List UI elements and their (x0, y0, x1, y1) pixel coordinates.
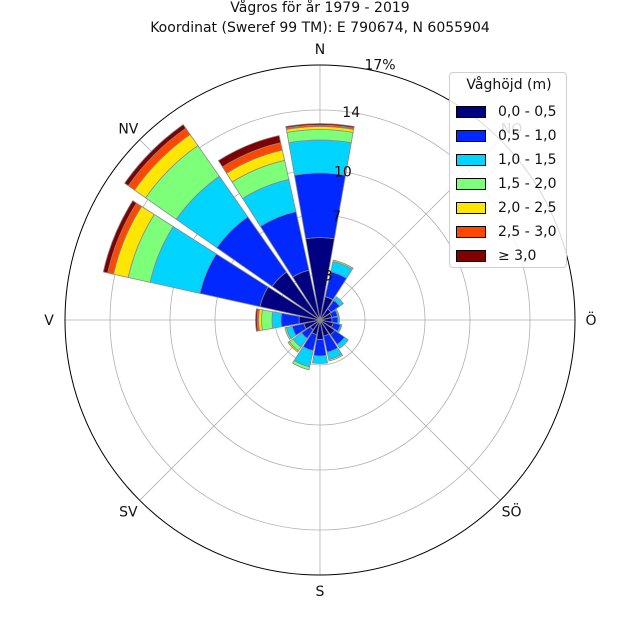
legend: Våghöjd (m) 0,0 - 0,5 0,5 - 1,0 1,0 - 1,… (449, 72, 567, 268)
bar-segment (284, 326, 292, 340)
legend-swatch (456, 226, 486, 238)
legend-item: 2,5 - 3,0 (456, 223, 556, 241)
direction-label: S (316, 584, 325, 600)
bar-segment (261, 309, 274, 331)
legend-item: 2,0 - 2,5 (456, 199, 556, 217)
direction-label: V (44, 313, 54, 329)
radial-tick-label: 10 (334, 164, 352, 180)
bar-segment (336, 336, 349, 349)
legend-label: 0,0 - 0,5 (498, 104, 557, 120)
direction-label: N (315, 42, 325, 58)
legend-item: 0,5 - 1,0 (456, 127, 556, 145)
direction-label: SV (119, 505, 138, 521)
bar-segment (332, 259, 354, 270)
bar-segment (337, 324, 343, 333)
bar-segment (333, 296, 344, 307)
legend-swatch (456, 130, 486, 142)
bar-segment (124, 124, 187, 187)
bar-segment (331, 316, 339, 324)
legend-title: Våghöjd (m) (466, 77, 552, 93)
chart-title: Vågros för år 1979 - 2019 (230, 0, 410, 16)
legend-label: ≥ 3,0 (498, 248, 537, 264)
radial-tick-label: 14 (342, 105, 360, 121)
grid-spoke (319, 319, 501, 501)
legend-item: 0,0 - 0,5 (456, 103, 556, 121)
legend-label: 0,5 - 1,0 (498, 128, 557, 144)
legend-swatch (456, 178, 486, 190)
legend-label: 1,0 - 1,5 (498, 152, 557, 168)
radial-tick-label: 7 (332, 209, 341, 225)
direction-label: SÖ (502, 503, 522, 521)
bar-segment (328, 353, 344, 362)
legend-label: 2,5 - 3,0 (498, 224, 557, 240)
bar-segment (285, 123, 355, 129)
chart-subtitle: Koordinat (Sweref 99 TM): E 790674, N 60… (150, 20, 490, 36)
bar-segment (255, 308, 259, 332)
bar-segment (294, 172, 346, 240)
direction-label: NV (118, 121, 138, 137)
bar-segment (334, 308, 340, 317)
legend-swatch (456, 250, 486, 262)
outer-ring (64, 64, 576, 576)
legend-label: 2,0 - 2,5 (498, 200, 557, 216)
bar-segment (102, 200, 138, 274)
legend-swatch (456, 202, 486, 214)
windrose-bars (102, 123, 355, 371)
legend-swatch (456, 106, 486, 118)
bar-segment (311, 354, 329, 364)
bar-segment (337, 316, 340, 324)
legend-swatch (456, 154, 486, 166)
bar-segment (271, 311, 283, 329)
bar-segment (217, 135, 282, 168)
bar-segment (287, 340, 300, 353)
direction-label: Ö (585, 311, 596, 329)
legend-item: 1,5 - 2,0 (456, 175, 556, 193)
grid-spoke (139, 319, 321, 501)
bar-segment (292, 359, 311, 371)
radial-tick-label: 3 (324, 268, 333, 284)
legend-label: 1,5 - 2,0 (498, 176, 557, 192)
legend-item: ≥ 3,0 (456, 247, 536, 265)
radial-max-label: 17% (364, 58, 395, 74)
bar-segment (280, 312, 300, 328)
bar-segment (313, 338, 327, 357)
legend-item: 1,0 - 1,5 (456, 151, 556, 169)
